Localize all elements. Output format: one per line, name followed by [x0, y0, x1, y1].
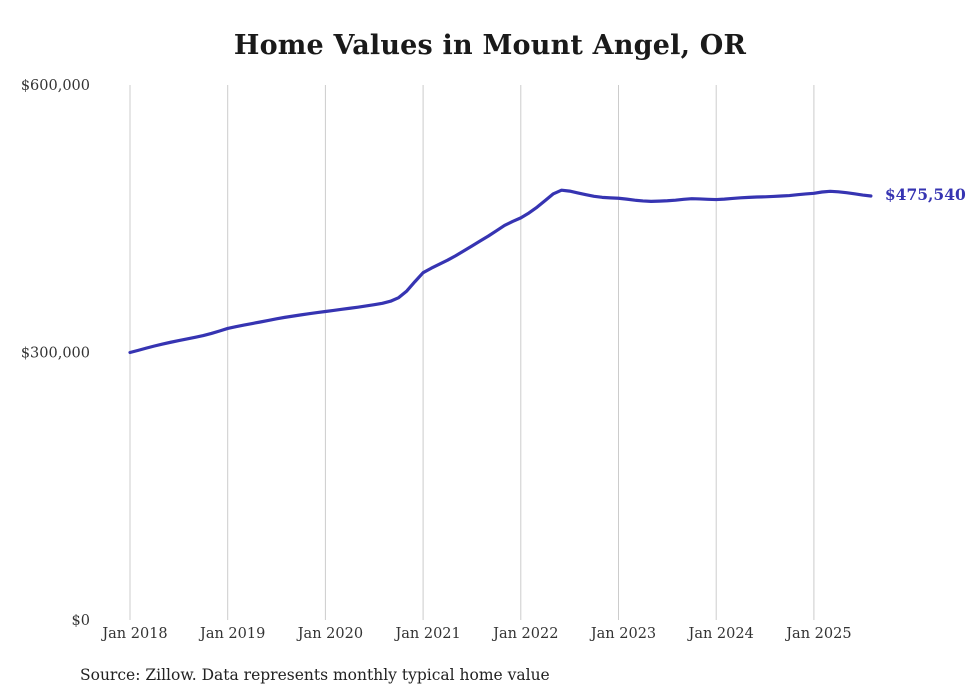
x-tick-label: Jan 2018: [100, 626, 167, 642]
x-tick-label: Jan 2021: [393, 626, 460, 642]
x-tick-label: Jan 2024: [687, 626, 754, 642]
latest-value-label: $475,540: [884, 184, 966, 204]
x-tick-label: Jan 2025: [784, 626, 851, 642]
y-tick-label: $0: [72, 613, 90, 629]
y-tick-label: $600,000: [21, 78, 90, 94]
home-value-series-line: [128, 188, 873, 355]
line-chart: Jan 2018 Jan 2019 Jan 2020 Jan 2021 Jan 2022…: [21, 78, 873, 642]
source-note: Source: Zillow. Data represents monthly …: [80, 666, 550, 684]
x-tick-label: Jan 2019: [198, 626, 265, 642]
x-tick-label: Jan 2020: [296, 626, 363, 642]
y-tick-label: $300,000: [21, 346, 90, 362]
chart-title: Home Values in Mount Angel, OR: [233, 30, 747, 61]
x-tick-label: Jan 2022: [491, 626, 558, 642]
x-tick-label: Jan 2023: [589, 626, 656, 642]
